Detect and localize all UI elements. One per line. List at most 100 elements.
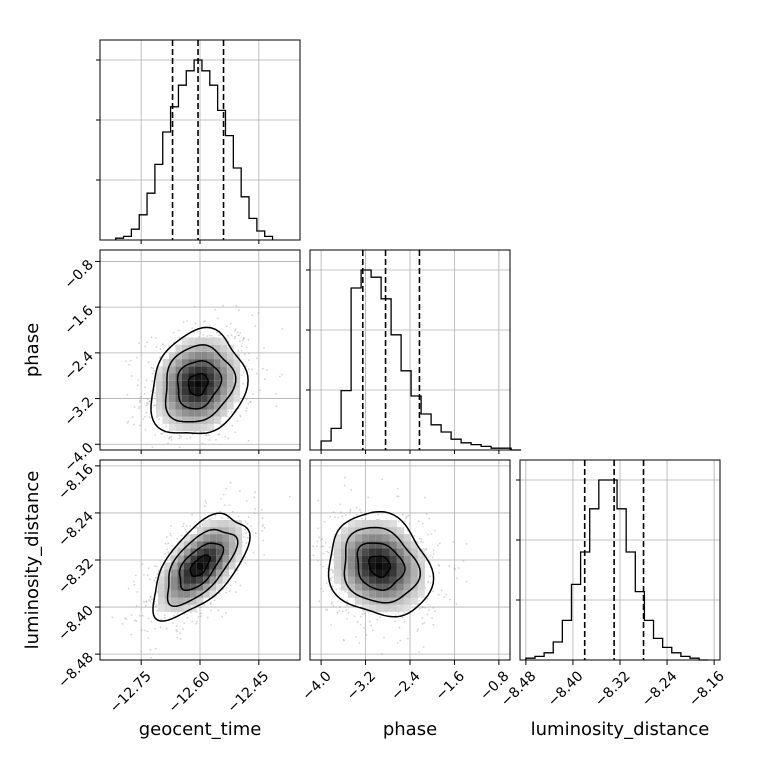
density-cell-geocent_time-vs-phase [201,373,208,381]
density-cell-geocent_time-vs-luminosity_distance [183,576,191,584]
scatter-point-geocent_time-vs-luminosity_distance [245,542,248,544]
density-cell-phase-vs-luminosity_distance [396,541,404,549]
scatter-point-geocent_time-vs-luminosity_distance [155,565,158,568]
scatter-point-geocent_time-vs-phase [148,400,151,403]
density-cell-phase-vs-luminosity_distance [382,527,390,535]
density-cell-phase-vs-luminosity_distance [340,548,348,556]
density-cell-phase-vs-luminosity_distance [354,534,362,542]
scatter-point-geocent_time-vs-luminosity_distance [147,567,150,570]
scatter-point-geocent_time-vs-luminosity_distance [225,586,228,589]
scatter-point-phase-vs-luminosity_distance [434,610,436,613]
scatter-point-geocent_time-vs-luminosity_distance [229,575,232,577]
density-cell-geocent_time-vs-luminosity_distance [164,604,171,612]
scatter-point-phase-vs-luminosity_distance [453,567,456,570]
density-cell-geocent_time-vs-phase [194,387,202,396]
density-cell-geocent_time-vs-phase [220,409,228,417]
density-cell-phase-vs-luminosity_distance [347,548,355,556]
density-cell-phase-vs-luminosity_distance [361,597,369,605]
density-cell-geocent_time-vs-phase [162,359,169,367]
contour-geocent_time-vs-luminosity_distance-2 [166,528,239,608]
density-cell-geocent_time-vs-phase [207,387,215,396]
density-cell-geocent_time-vs-phase [227,351,234,360]
density-cell-geocent_time-vs-luminosity_distance [209,562,217,570]
density-cell-phase-vs-luminosity_distance [333,576,341,584]
density-cell-geocent_time-vs-luminosity_distance [222,534,230,542]
density-cell-geocent_time-vs-luminosity_distance [196,548,204,556]
scatter-point-geocent_time-vs-luminosity_distance [247,516,250,519]
scatter-point-geocent_time-vs-phase [217,317,219,320]
density-cell-geocent_time-vs-phase [168,395,176,403]
density-cell-geocent_time-vs-phase [207,423,215,432]
scatter-point-geocent_time-vs-phase [125,360,127,363]
scatter-point-geocent_time-vs-luminosity_distance [176,537,179,540]
density-cell-geocent_time-vs-phase [188,366,195,374]
scatter-point-phase-vs-luminosity_distance [344,514,347,516]
density-cell-geocent_time-vs-luminosity_distance [203,590,210,598]
scatter-point-geocent_time-vs-phase [138,401,141,403]
density-cell-phase-vs-luminosity_distance [403,562,411,570]
scatter-point-geocent_time-vs-phase [180,436,182,438]
scatter-point-phase-vs-luminosity_distance [381,478,384,481]
density-cell-geocent_time-vs-luminosity_distance [170,583,178,591]
scatter-point-phase-vs-luminosity_distance [397,495,400,498]
ytick-label-luminosity_distance-2: −8.32 [55,556,97,598]
density-cell-phase-vs-luminosity_distance [396,583,404,591]
density-cell-geocent_time-vs-phase [181,366,189,374]
scatter-point-geocent_time-vs-phase [200,430,202,433]
density-cell-geocent_time-vs-luminosity_distance [203,583,210,591]
scatter-point-geocent_time-vs-phase [247,338,250,341]
scatter-point-geocent_time-vs-luminosity_distance [111,616,114,619]
scatter-point-geocent_time-vs-phase [258,389,261,392]
scatter-point-phase-vs-luminosity_distance [341,515,344,518]
scatter-point-geocent_time-vs-luminosity_distance [176,612,179,614]
scatter-point-phase-vs-luminosity_distance [425,549,427,551]
scatter-point-geocent_time-vs-phase [247,403,250,405]
scatter-point-phase-vs-luminosity_distance [421,616,423,619]
density-cell-geocent_time-vs-phase [227,395,234,403]
scatter-point-geocent_time-vs-phase [264,378,266,381]
density-cell-geocent_time-vs-luminosity_distance [183,590,191,598]
scatter-point-phase-vs-luminosity_distance [372,629,374,632]
density-cell-geocent_time-vs-luminosity_distance [177,604,184,612]
scatter-point-phase-vs-luminosity_distance [348,511,351,514]
density-cell-geocent_time-vs-phase [194,395,202,403]
density-cell-phase-vs-luminosity_distance [368,562,376,570]
density-cell-phase-vs-luminosity_distance [354,548,362,556]
scatter-point-geocent_time-vs-phase [197,468,199,470]
histogram-geocent_time [115,59,274,240]
scatter-point-phase-vs-luminosity_distance [381,653,383,655]
scatter-point-geocent_time-vs-luminosity_distance [220,517,223,519]
density-cell-geocent_time-vs-phase [168,366,176,374]
scatter-point-phase-vs-luminosity_distance [338,587,341,590]
scatter-point-phase-vs-luminosity_distance [419,607,421,610]
density-cell-geocent_time-vs-phase [220,366,228,374]
scatter-point-geocent_time-vs-luminosity_distance [194,527,197,530]
scatter-point-geocent_time-vs-phase [168,437,170,440]
scatter-point-geocent_time-vs-phase [239,332,242,334]
density-cell-phase-vs-luminosity_distance [347,534,355,542]
density-cell-phase-vs-luminosity_distance [375,548,383,556]
scatter-point-geocent_time-vs-phase [156,416,158,419]
density-cell-geocent_time-vs-phase [175,402,182,410]
density-cell-phase-vs-luminosity_distance [347,583,355,591]
density-cell-geocent_time-vs-luminosity_distance [196,576,204,584]
scatter-point-geocent_time-vs-luminosity_distance [213,599,216,602]
scatter-point-phase-vs-luminosity_distance [396,487,399,490]
scatter-point-phase-vs-luminosity_distance [331,569,333,571]
scatter-point-geocent_time-vs-luminosity_distance [160,618,163,621]
scatter-point-phase-vs-luminosity_distance [413,535,416,537]
scatter-point-geocent_time-vs-phase [224,435,227,438]
scatter-point-phase-vs-luminosity_distance [432,606,435,609]
scatter-point-phase-vs-luminosity_distance [363,612,366,615]
scatter-point-phase-vs-luminosity_distance [452,541,455,543]
density-cell-geocent_time-vs-luminosity_distance [203,520,210,528]
scatter-point-phase-vs-luminosity_distance [317,527,320,530]
scatter-point-phase-vs-luminosity_distance [358,642,361,644]
scatter-point-phase-vs-luminosity_distance [427,581,429,584]
scatter-point-geocent_time-vs-luminosity_distance [140,629,143,632]
density-cell-phase-vs-luminosity_distance [375,590,383,598]
scatter-point-geocent_time-vs-phase [151,380,154,383]
scatter-point-geocent_time-vs-phase [255,357,258,360]
scatter-point-geocent_time-vs-luminosity_distance [244,562,247,565]
scatter-point-geocent_time-vs-luminosity_distance [205,501,208,504]
